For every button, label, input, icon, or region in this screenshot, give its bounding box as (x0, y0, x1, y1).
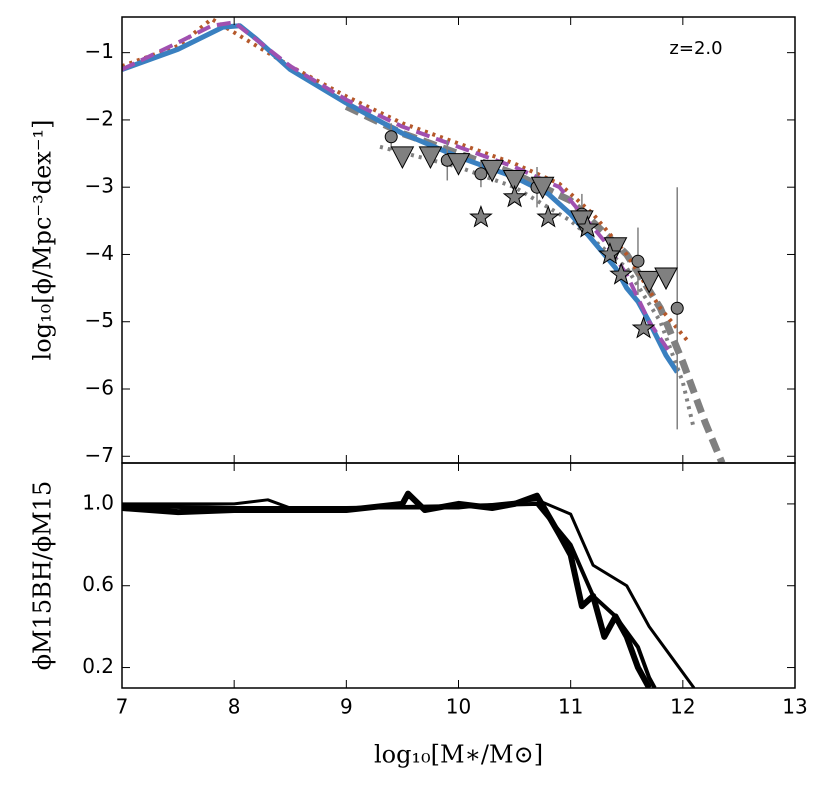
y-tick-label: −7 (85, 443, 114, 467)
data-line (122, 20, 674, 357)
annotation: z=2.0 (669, 38, 722, 59)
marker (654, 267, 678, 291)
marker (530, 176, 555, 200)
marker (575, 215, 600, 238)
y-tick-label: −1 (85, 39, 114, 63)
marker (502, 169, 527, 193)
data-line (122, 498, 696, 688)
x-tick-label: 11 (558, 695, 583, 719)
marker (480, 159, 504, 183)
x-axis-label: log₁₀[M∗/M⊙] (374, 741, 543, 769)
axes-frame (121, 16, 796, 464)
y-tick-label: −6 (85, 376, 114, 400)
data-line (122, 23, 680, 374)
y-axis-label: ϕM15BH/ϕM15 (29, 481, 57, 671)
x-tick-label: 7 (116, 695, 129, 719)
y-tick-label: 1.0 (82, 490, 114, 514)
plot-area (122, 490, 696, 688)
marker (418, 146, 443, 169)
x-tick-label: 13 (782, 695, 807, 719)
marker (446, 153, 471, 176)
marker (384, 130, 398, 144)
x-tick-label: 10 (446, 695, 471, 719)
marker (609, 262, 634, 285)
marker (637, 270, 662, 294)
y-tick-label: −2 (85, 106, 114, 130)
plot-area (122, 17, 726, 463)
marker (469, 204, 493, 228)
y-axis-label: log₁₀[ϕ/Mpc⁻³dex⁻¹] (29, 120, 57, 361)
marker (631, 254, 645, 268)
x-tick-label: 12 (670, 695, 695, 719)
marker (598, 241, 622, 265)
marker (502, 184, 527, 208)
data-line (122, 17, 690, 344)
y-tick-label: −4 (85, 241, 114, 265)
marker (670, 301, 684, 315)
y-tick-label: −3 (85, 174, 114, 198)
marker (474, 167, 488, 181)
marker (536, 204, 561, 228)
y-tick-label: 0.2 (82, 654, 114, 678)
marker (631, 315, 656, 339)
x-tick-label: 9 (340, 695, 353, 719)
data-line (122, 490, 652, 688)
marker (390, 146, 415, 169)
data-line (122, 501, 657, 688)
y-tick-label: 0.6 (82, 572, 114, 596)
axes-frame (121, 462, 796, 689)
x-tick-label: 8 (228, 695, 241, 719)
y-tick-label: −5 (85, 308, 114, 332)
